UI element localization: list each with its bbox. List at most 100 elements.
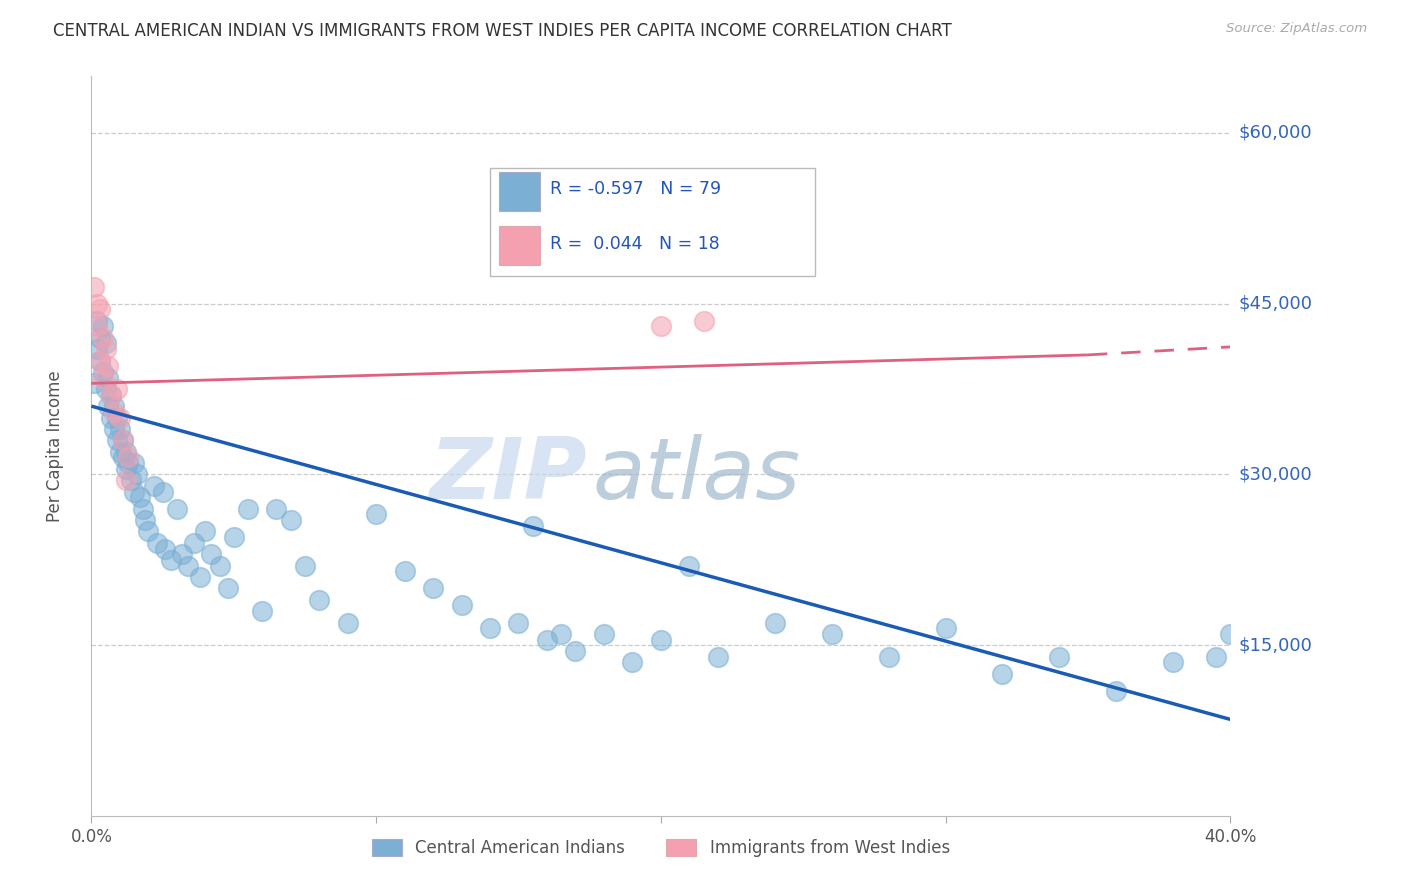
Point	[536, 632, 558, 647]
Point	[91, 319, 114, 334]
Point	[83, 376, 105, 391]
Point	[120, 473, 142, 487]
Point	[1049, 649, 1071, 664]
Point	[508, 615, 530, 630]
Point	[100, 410, 122, 425]
Point	[991, 666, 1014, 681]
Point	[117, 456, 139, 470]
Text: $45,000: $45,000	[1239, 294, 1313, 312]
Text: $15,000: $15,000	[1239, 636, 1313, 655]
Point	[117, 450, 139, 465]
Point	[91, 331, 114, 345]
Point	[103, 399, 125, 413]
Point	[706, 649, 728, 664]
Legend: Central American Indians, Immigrants from West Indies: Central American Indians, Immigrants fro…	[366, 832, 956, 863]
Point	[100, 388, 122, 402]
Point	[183, 536, 205, 550]
Point	[134, 513, 156, 527]
Text: $60,000: $60,000	[1239, 124, 1312, 142]
Point	[364, 508, 387, 522]
Point	[763, 615, 786, 630]
Point	[564, 644, 586, 658]
Point	[91, 370, 114, 384]
Point	[650, 632, 672, 647]
Point	[217, 582, 239, 596]
Text: CENTRAL AMERICAN INDIAN VS IMMIGRANTS FROM WEST INDIES PER CAPITA INCOME CORRELA: CENTRAL AMERICAN INDIAN VS IMMIGRANTS FR…	[53, 22, 952, 40]
Point	[86, 342, 108, 356]
Point	[877, 649, 900, 664]
Point	[1205, 649, 1227, 664]
Point	[200, 547, 222, 561]
Point	[86, 296, 108, 310]
Point	[100, 388, 122, 402]
Point	[188, 570, 211, 584]
Point	[692, 314, 714, 328]
Point	[152, 484, 174, 499]
FancyBboxPatch shape	[499, 172, 540, 211]
Point	[122, 484, 145, 499]
Text: Source: ZipAtlas.com: Source: ZipAtlas.com	[1226, 22, 1367, 36]
Point	[111, 434, 134, 448]
Point	[394, 564, 416, 578]
Point	[678, 558, 700, 573]
Point	[177, 558, 200, 573]
Point	[1219, 627, 1241, 641]
Point	[934, 621, 956, 635]
Point	[125, 467, 148, 482]
Point	[83, 279, 105, 293]
Point	[550, 627, 572, 641]
FancyBboxPatch shape	[489, 169, 814, 276]
Point	[450, 599, 472, 613]
Point	[308, 592, 330, 607]
Point	[105, 410, 128, 425]
Point	[122, 456, 145, 470]
Point	[172, 547, 194, 561]
Point	[208, 558, 231, 573]
Point	[97, 399, 120, 413]
Point	[114, 473, 136, 487]
Point	[621, 656, 644, 670]
Point	[236, 501, 259, 516]
Point	[522, 518, 544, 533]
Point	[650, 319, 672, 334]
Point	[131, 501, 153, 516]
Point	[114, 462, 136, 476]
Point	[103, 422, 125, 436]
Text: atlas: atlas	[592, 434, 800, 517]
Text: R = -0.597   N = 79: R = -0.597 N = 79	[550, 180, 721, 198]
Point	[108, 410, 131, 425]
Point	[89, 353, 111, 368]
Point	[108, 422, 131, 436]
Point	[108, 444, 131, 458]
Point	[86, 314, 108, 328]
Point	[91, 365, 114, 379]
Text: ZIP: ZIP	[429, 434, 586, 517]
Point	[111, 434, 134, 448]
Point	[146, 536, 169, 550]
Point	[105, 434, 128, 448]
Point	[1105, 684, 1128, 698]
Point	[103, 405, 125, 419]
Point	[250, 604, 273, 618]
Point	[138, 524, 160, 539]
Point	[194, 524, 217, 539]
Point	[593, 627, 616, 641]
Point	[89, 353, 111, 368]
Point	[160, 553, 183, 567]
Point	[86, 319, 108, 334]
Point	[97, 370, 120, 384]
Point	[111, 450, 134, 465]
Point	[94, 382, 117, 396]
Point	[94, 336, 117, 351]
Point	[105, 382, 128, 396]
Point	[336, 615, 359, 630]
Point	[478, 621, 502, 635]
Point	[294, 558, 316, 573]
Point	[97, 359, 120, 374]
Point	[422, 582, 444, 596]
Point	[143, 479, 166, 493]
Point	[222, 530, 245, 544]
Point	[155, 541, 177, 556]
Point	[1161, 656, 1184, 670]
Text: Per Capita Income: Per Capita Income	[46, 370, 63, 522]
